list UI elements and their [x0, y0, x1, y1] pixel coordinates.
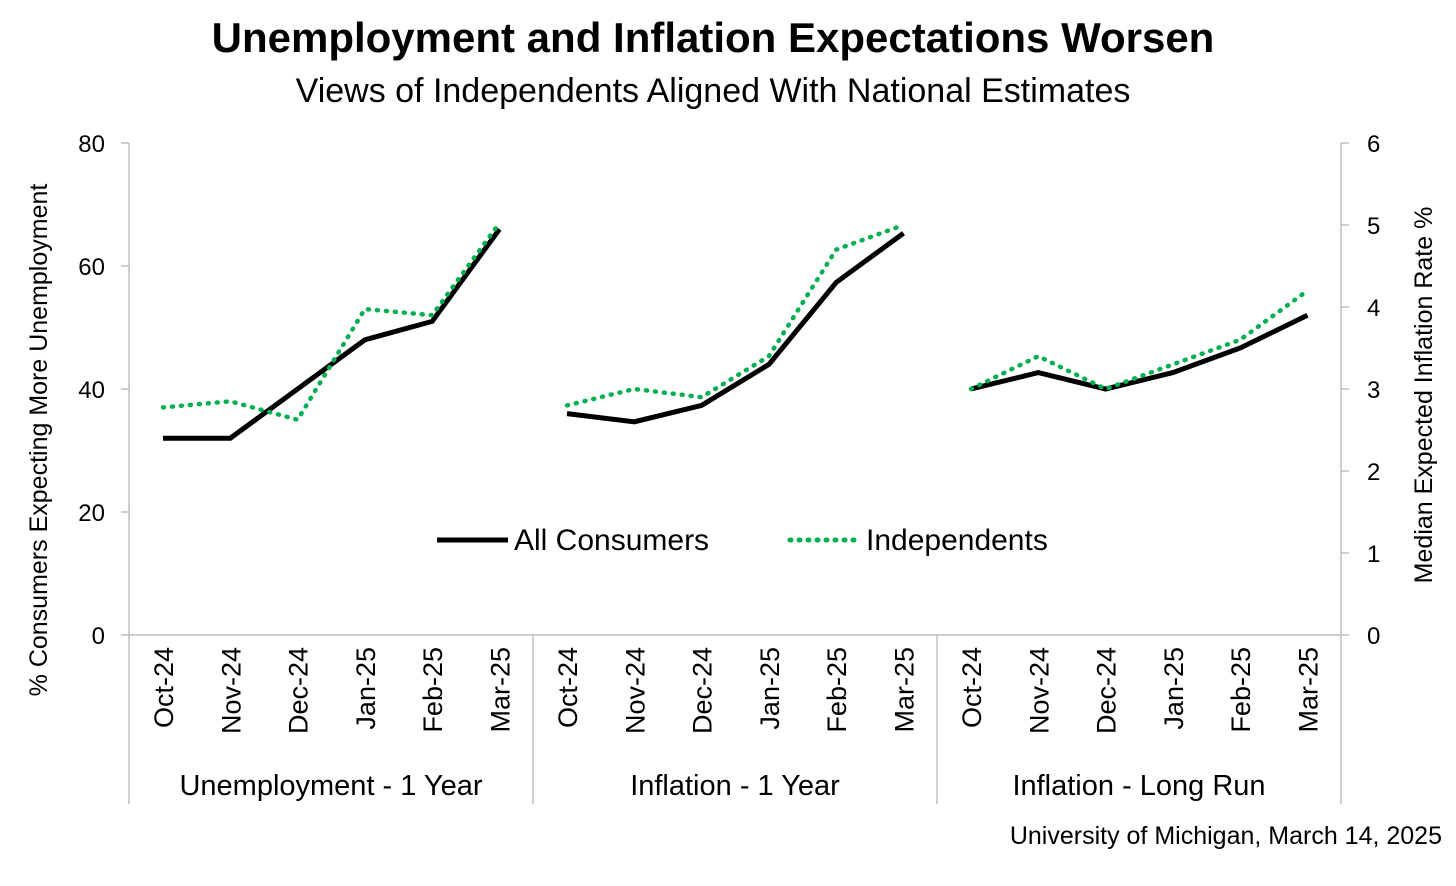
x-category-label: Dec-24: [1092, 647, 1122, 734]
y-right-tick-label: 5: [1367, 213, 1380, 240]
group-label: Unemployment - 1 Year: [179, 770, 482, 802]
x-category-label: Dec-24: [688, 647, 718, 734]
x-category-label: Mar-25: [890, 647, 920, 733]
y-right-tick-label: 2: [1367, 459, 1380, 486]
y-left-tick-label: 60: [78, 254, 105, 281]
series-all-consumers-line: [163, 227, 502, 441]
x-category-label: Feb-25: [1226, 647, 1256, 733]
y-right-tick-label: 3: [1367, 377, 1380, 404]
y-left-tick-label: 40: [78, 377, 105, 404]
x-category-label: Oct-24: [957, 647, 987, 728]
group-label: Inflation - 1 Year: [630, 770, 840, 802]
y-axis-left-label: % Consumers Expecting More Unemployment: [25, 184, 53, 697]
x-category-label: Oct-24: [553, 647, 583, 728]
x-category-label: Dec-24: [284, 647, 314, 734]
series-all-consumers-line: [970, 312, 1309, 392]
x-category-label: Feb-25: [822, 647, 852, 733]
chart-subtitle: Views of Independents Aligned With Natio…: [295, 72, 1131, 110]
x-category-label: Nov-24: [620, 647, 650, 734]
x-category-label: Mar-25: [1294, 647, 1324, 733]
legend-label-all-consumers: All Consumers: [514, 524, 709, 557]
x-category-label: Mar-25: [486, 647, 516, 733]
x-category-label: Feb-25: [418, 647, 448, 733]
chart-title: Unemployment and Inflation Expectations …: [211, 14, 1215, 61]
series-independents-line: [968, 288, 1310, 392]
x-category-label: Nov-24: [1024, 647, 1054, 734]
series-layer: [160, 220, 1310, 441]
y-left-tick-label: 20: [78, 500, 105, 527]
y-right-tick-label: 1: [1367, 541, 1380, 568]
source-note: University of Michigan, March 14, 2025: [1009, 822, 1442, 850]
y-right-tick-label: 6: [1367, 131, 1380, 158]
x-category-label: Jan-25: [351, 647, 381, 730]
y-right-tick-label: 0: [1367, 623, 1380, 650]
y-left-tick-label: 0: [92, 623, 105, 650]
y-left-tick-label: 80: [78, 131, 105, 158]
y-right-tick-label: 4: [1367, 295, 1380, 322]
legend-label-independents: Independents: [866, 524, 1048, 557]
y-axis-right-label: Median Expected Inflation Rate %: [1410, 207, 1438, 584]
series-all-consumers-line: [566, 231, 905, 425]
group-label: Inflation - Long Run: [1012, 770, 1265, 802]
x-category-label: Jan-25: [755, 647, 785, 730]
axes-layer: 0 20 40 60 80 0 1 2 3 4 5 6 Oct-24 Nov-24 Dec-24 Jan-25…: [78, 131, 1380, 804]
x-category-label: Jan-25: [1159, 647, 1189, 730]
x-category-label: Oct-24: [149, 647, 179, 728]
legend: All Consumers Independents: [437, 524, 1048, 557]
x-category-label: Nov-24: [216, 647, 246, 734]
series-independents-line: [564, 222, 906, 408]
series-independents-line: [160, 220, 502, 423]
